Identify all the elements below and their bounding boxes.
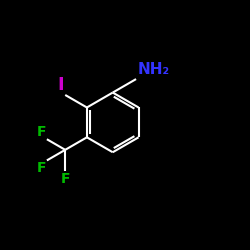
Text: F: F: [36, 161, 46, 175]
Text: F: F: [60, 172, 70, 186]
Text: F: F: [36, 125, 46, 139]
Text: I: I: [58, 76, 64, 94]
Text: NH₂: NH₂: [138, 62, 170, 77]
